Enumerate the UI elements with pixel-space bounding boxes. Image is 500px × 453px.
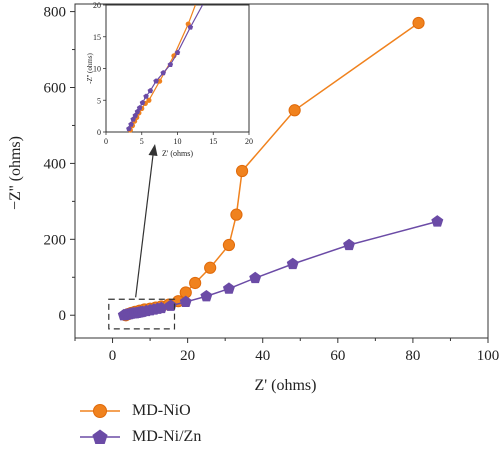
inset-x-tick-label: 20 [245,137,253,146]
inset-x-axis-label: Z' (ohms) [162,149,193,158]
inset-data-point-md-nizn [187,24,194,30]
x-tick-label: 80 [405,348,420,364]
legend-swatch-md-nio [80,404,120,418]
inset-data-point-md-nizn [160,70,166,76]
inset-y-tick-label: 0 [97,128,101,137]
legend-item-md-nio: MD-NiO [78,398,201,424]
plot-frame [74,3,489,339]
data-point-md-nio [235,164,249,178]
inset-data-point-md-nizn [153,78,159,84]
inset-data-point-md-nizn [136,104,143,111]
inset-y-tick-label: 20 [93,1,101,10]
inset-x-tick-label: 10 [174,137,182,146]
data-point-md-nio [230,208,243,221]
y-axis-label: −Z'' (ohms) [7,136,24,210]
y-tick-label: 400 [44,156,67,172]
data-point-md-nizn [343,238,356,251]
inset-x-tick-label: 15 [209,137,217,146]
y-tick-label: 600 [44,81,67,97]
x-tick-label: 0 [109,348,117,364]
inset-data-point-md-nio [157,78,163,84]
legend-swatch-md-nizn [80,429,120,444]
legend-label-md-nizn: MD-Ni/Zn [132,428,202,445]
data-point-md-nio [189,276,202,290]
zoom-box [108,298,176,330]
zoom-arrow-head [148,144,158,156]
inset-data-point-md-nizn [128,121,134,127]
data-point-md-nizn [200,289,213,302]
legend-item-md-nizn: MD-Ni/Zn [78,424,201,450]
y-tick-label: 800 [44,5,67,21]
inset-y-axis-label: -Z'' (ohms) [86,52,94,83]
inset-data-point-md-nizn [143,93,149,99]
data-point-md-nio [222,238,236,252]
zoom-arrow-line [135,150,155,298]
inset-data-point-md-nizn [126,125,132,132]
inset-x-tick-label: 5 [140,137,144,146]
inset-data-point-md-nizn [139,99,146,106]
data-point-md-nizn [155,301,168,314]
x-tick-label: 40 [255,348,270,364]
inset-y-tick-label: 5 [97,96,101,105]
inset-frame [105,4,250,133]
legend-label-md-nio: MD-NiO [132,402,191,419]
inset-data-point-md-nio [146,97,152,103]
y-tick-label: 200 [44,232,67,248]
data-point-md-nizn [431,215,444,227]
inset-plot: 0 5 10 15 20 0 5 10 15 20 Z' (ohms) -Z'' (ohms) [86,1,253,158]
data-point-md-nio [204,261,217,274]
inset-y-tick-label: 15 [93,33,101,42]
legend: MD-NiO MD-Ni/Zn [78,398,201,450]
x-axis-label: Z' (ohms) [255,377,317,394]
x-tick-label: 60 [330,348,345,364]
data-point-md-nio [288,104,301,117]
data-point-md-nizn [286,257,299,270]
x-tick-label: 100 [477,348,500,364]
inset-x-tick-label: 0 [104,137,108,146]
inset-data-point-md-nizn [167,61,174,68]
y-tick-label: 0 [59,308,67,324]
data-point-md-nizn [164,299,177,311]
data-point-md-nizn [179,295,192,308]
x-tick-label: 20 [180,348,195,364]
data-point-md-nio [412,16,425,30]
inset-data-point-md-nizn [174,49,181,55]
inset-y-tick-label: 10 [93,65,101,74]
data-point-md-nizn [222,282,235,294]
data-point-md-nizn [249,271,262,284]
inset-data-point-md-nizn [147,87,154,94]
